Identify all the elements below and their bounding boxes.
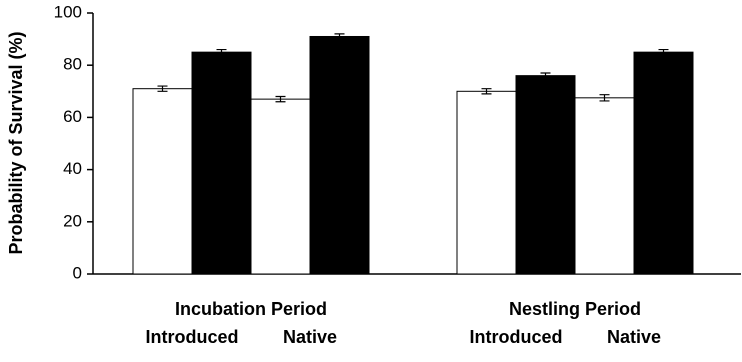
bar xyxy=(250,98,311,275)
error-bar xyxy=(599,94,610,102)
group-label: Incubation Period xyxy=(175,299,327,319)
error-bar xyxy=(540,72,551,79)
y-tick-label: 100 xyxy=(54,2,82,21)
y-tick-label: 40 xyxy=(63,159,82,178)
y-tick-label: 20 xyxy=(63,211,82,230)
y-tick-label: 80 xyxy=(63,55,82,74)
bar xyxy=(515,75,576,275)
y-axis-title: Probability of Survival (%) xyxy=(6,31,26,254)
error-bar xyxy=(334,33,345,40)
bar xyxy=(456,90,517,275)
bar xyxy=(574,97,635,275)
x-tick-label: Native xyxy=(283,327,337,347)
error-bar xyxy=(157,85,168,92)
error-bar xyxy=(275,95,286,103)
error-bar xyxy=(658,48,669,56)
bar xyxy=(191,51,252,275)
x-tick-label: Introduced xyxy=(470,327,563,347)
group-label: Nestling Period xyxy=(509,299,641,319)
bar xyxy=(309,35,370,275)
error-bar xyxy=(216,48,227,56)
y-tick-label: 0 xyxy=(73,263,82,282)
bar xyxy=(633,51,694,275)
error-bar xyxy=(481,88,492,95)
x-tick-label: Native xyxy=(607,327,661,347)
y-tick-label: 60 xyxy=(63,107,82,126)
bar xyxy=(132,88,193,275)
x-tick-label: Introduced xyxy=(146,327,239,347)
